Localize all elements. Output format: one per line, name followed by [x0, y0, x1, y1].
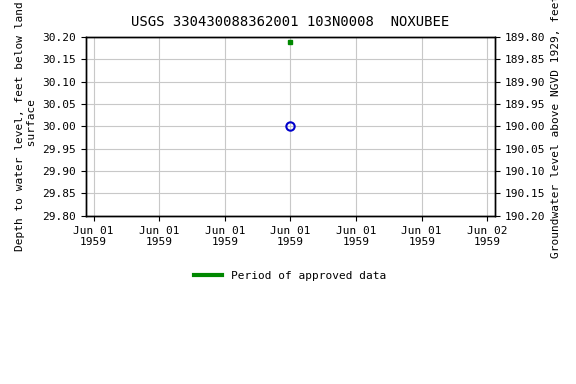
Y-axis label: Depth to water level, feet below land
 surface: Depth to water level, feet below land su… — [15, 2, 37, 252]
Title: USGS 330430088362001 103N0008  NOXUBEE: USGS 330430088362001 103N0008 NOXUBEE — [131, 15, 449, 29]
Y-axis label: Groundwater level above NGVD 1929, feet: Groundwater level above NGVD 1929, feet — [551, 0, 561, 258]
Legend: Period of approved data: Period of approved data — [190, 266, 391, 285]
